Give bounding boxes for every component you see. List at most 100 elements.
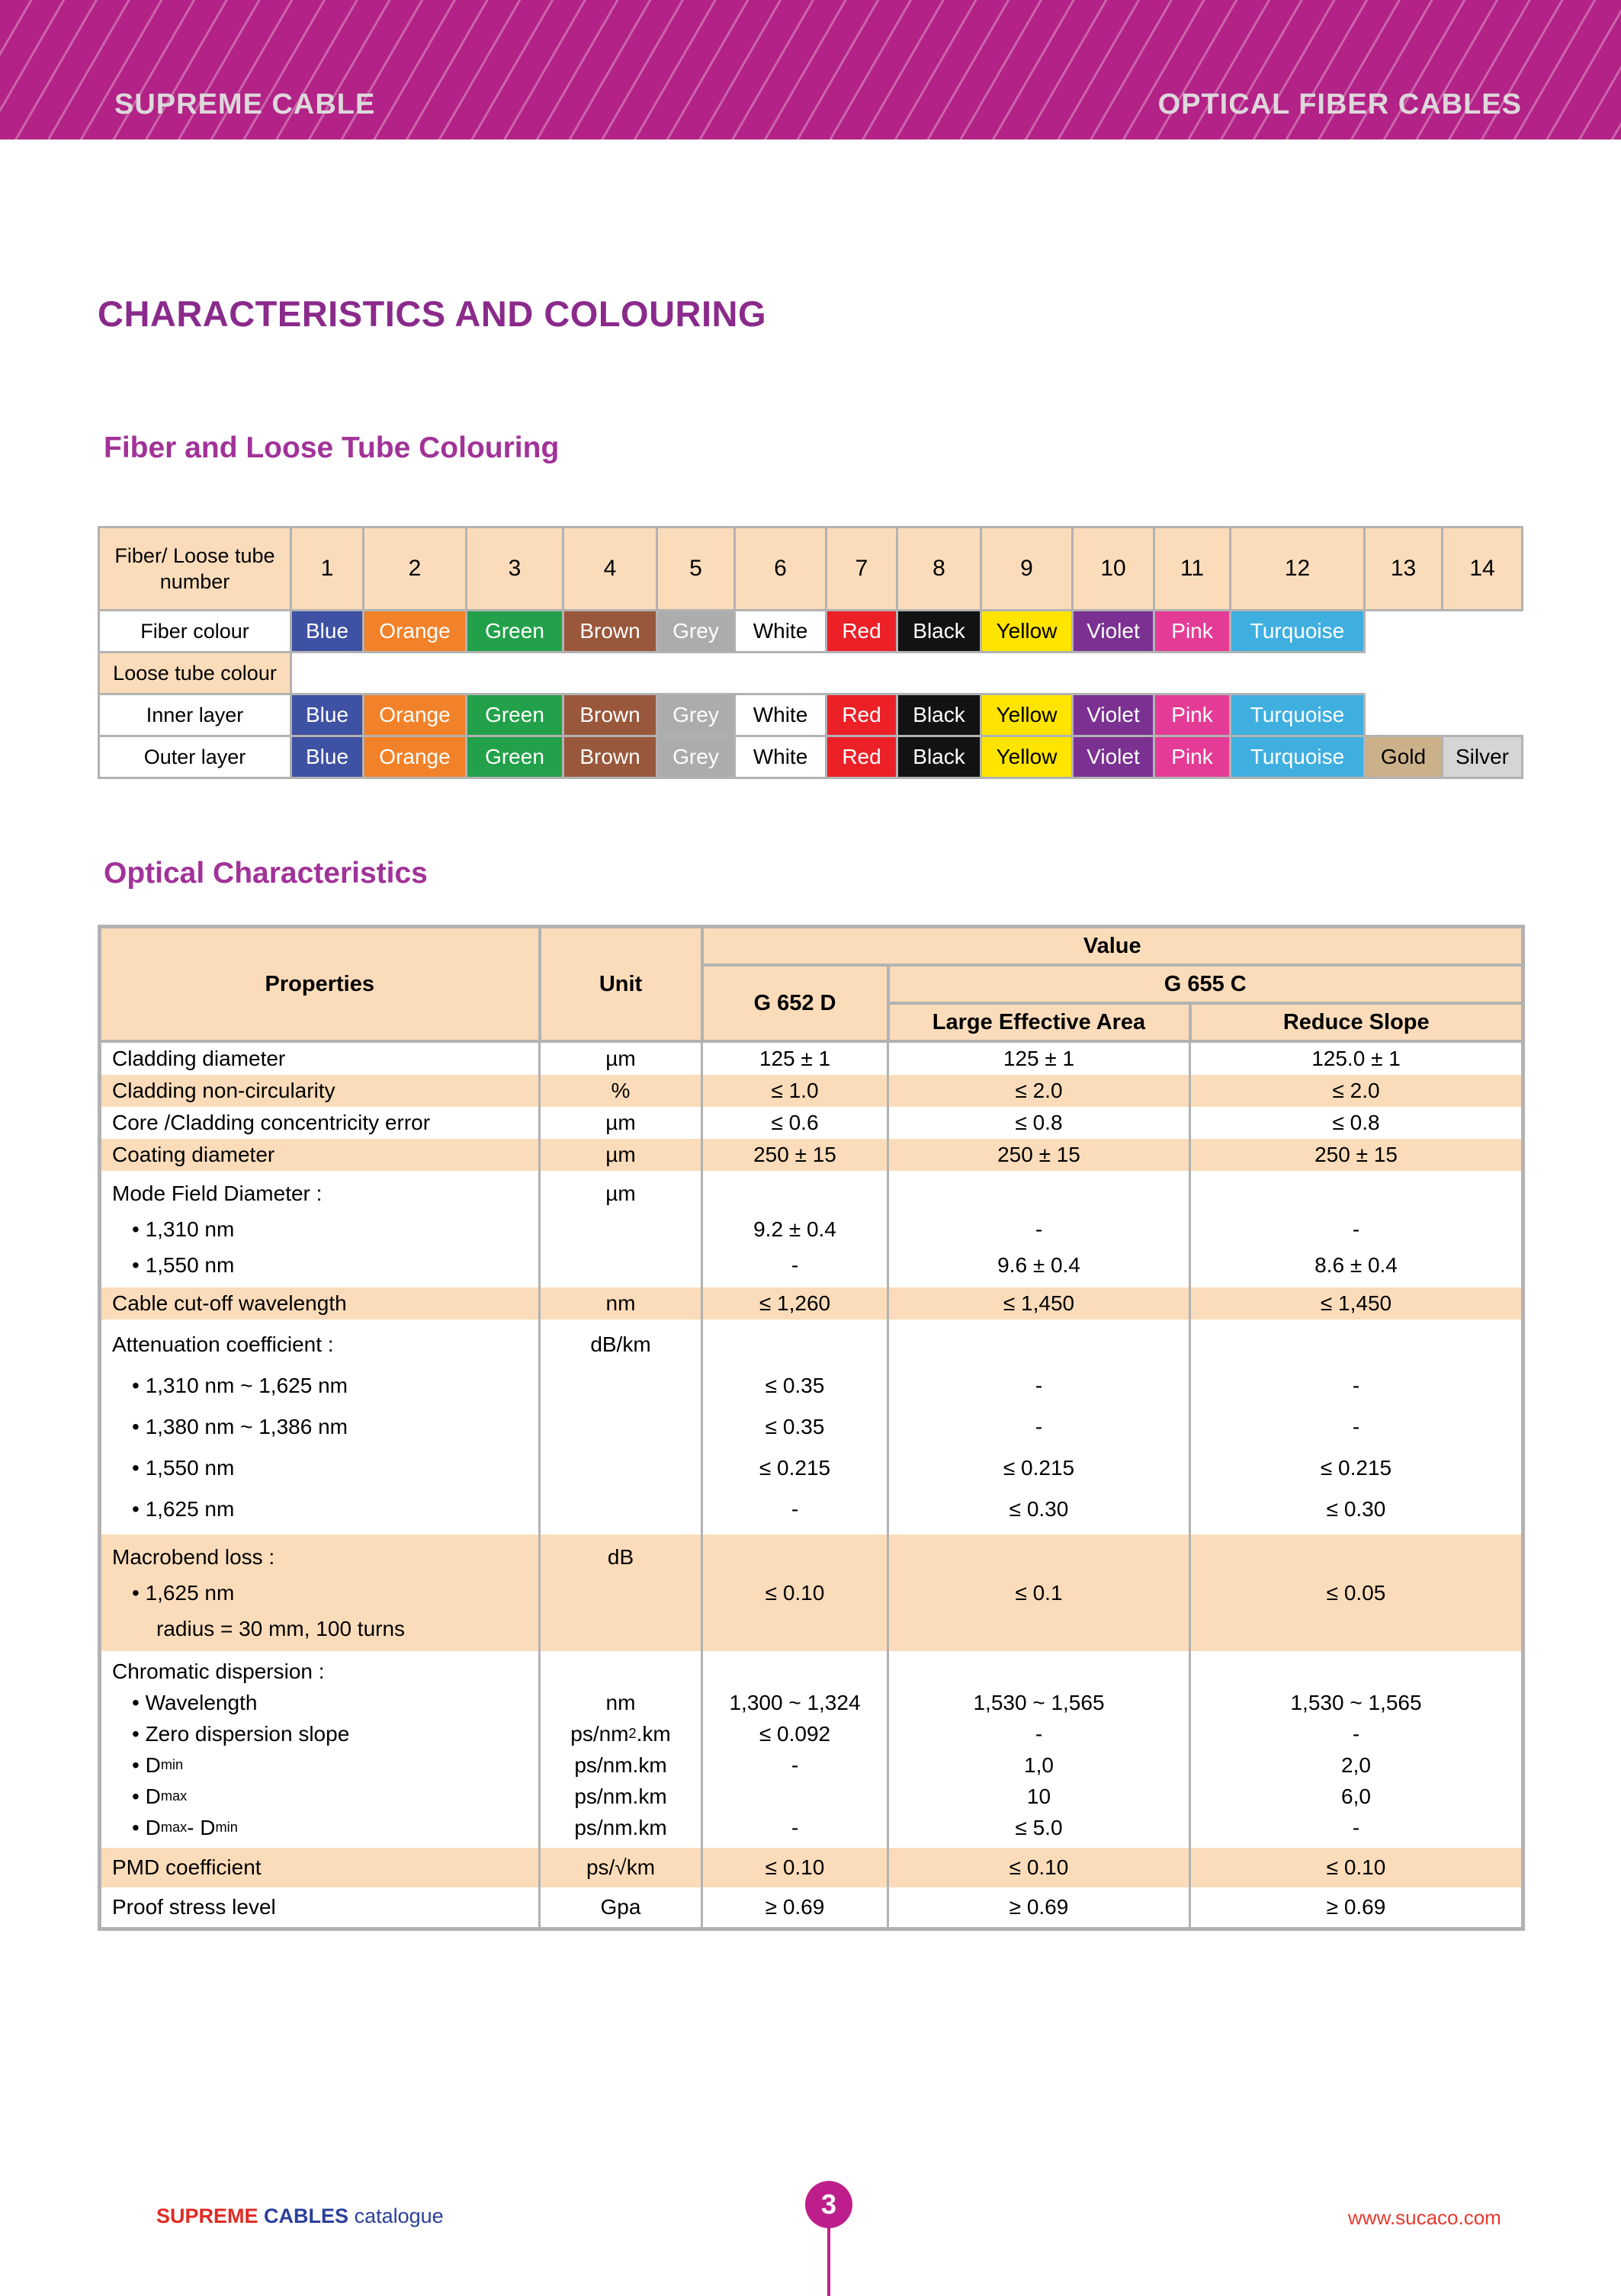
colour-cell-violet: Violet xyxy=(1071,693,1155,737)
value-cell-rs: - 8.6 ± 0.4 xyxy=(1188,1171,1525,1287)
cell-line xyxy=(541,1575,700,1611)
cell-line: ≤ 0.215 xyxy=(1003,1456,1075,1480)
cell-line: - xyxy=(791,1815,799,1839)
colour-cell-green: Green xyxy=(465,735,564,779)
table-row: Cladding non-circularity% ≤ 1.0 ≤ 2.0 ≤ 2.0 xyxy=(98,1075,1525,1107)
column-header-number: 9 xyxy=(980,526,1074,611)
value-cell-rs: - - ≤ 0.215 ≤ 0.30 xyxy=(1188,1320,1525,1534)
column-header-number: 12 xyxy=(1229,526,1366,611)
column-header-number: 10 xyxy=(1071,526,1155,611)
website-link[interactable]: www.sucaco.com xyxy=(1348,2206,1501,2229)
property-cell: Macrobend loss : • 1,625 nm radius = 30 mm… xyxy=(98,1534,541,1651)
cell-line: • 1,380 nm ~ 1,386 nm xyxy=(132,1415,348,1438)
unit-cell: µm xyxy=(538,1139,703,1171)
cell-line: ≤ 0.215 xyxy=(1320,1456,1392,1480)
table-row: Chromatic dispersion : • Wavelength • Zero… xyxy=(98,1651,1525,1848)
cell-line: • 1,310 nm ~ 1,625 nm xyxy=(132,1374,348,1397)
header-reduce-slope: Reduce Slope xyxy=(1188,1002,1525,1043)
cell-line: ≤ 0.10 xyxy=(765,1580,825,1605)
table-header-row: Large Effective Area Reduce Slope xyxy=(100,1002,1525,1043)
property-cell: Mode Field Diameter : • 1,310 nm • 1,550 n… xyxy=(98,1171,541,1287)
value-cell-lea: 125 ± 1 xyxy=(887,1041,1191,1075)
cell-line: dB/km xyxy=(590,1332,651,1356)
cell-line: ≤ 0.215 xyxy=(759,1456,831,1480)
colour-cell-white: White xyxy=(733,609,827,653)
value-cell-lea: ≤ 0.10 xyxy=(887,1848,1191,1887)
colour-cell-red: Red xyxy=(825,735,898,779)
colour-cell-turquoise: Turquoise xyxy=(1229,735,1366,779)
column-header-number: 8 xyxy=(896,526,982,611)
colour-cell-orange: Orange xyxy=(362,693,467,737)
colour-cell-green: Green xyxy=(465,609,564,653)
colour-cell-yellow: Yellow xyxy=(980,609,1074,653)
property-cell: PMD coefficient xyxy=(98,1848,541,1887)
table-row: Fiber/ Loose tube number 1 2 3 4 5 6 7 8 9 10 11 12 13… xyxy=(98,526,1523,611)
value-cell-lea: ≤ 1,450 xyxy=(887,1287,1191,1320)
cell-line: Chromatic dispersion : xyxy=(112,1659,325,1683)
row-label-fiber-colour: Fiber colour xyxy=(98,609,292,653)
value-cell-lea: ≤ 0.8 xyxy=(887,1107,1191,1139)
cell-line xyxy=(1192,1324,1520,1365)
table-row: Core /Cladding concentricity error µm ≤ 0.… xyxy=(98,1107,1525,1139)
value-cell-rs: ≤ 0.8 xyxy=(1188,1107,1525,1139)
cell-line: ≤ 5.0 xyxy=(1015,1815,1063,1839)
cell-line: ≤ 0.1 xyxy=(1015,1580,1063,1605)
value-cell-g652d: ≤ 0.10 xyxy=(701,1848,889,1887)
cell-line: 1,0 xyxy=(1024,1752,1054,1777)
header-unit: Unit xyxy=(538,925,704,1043)
cell-line: - xyxy=(1035,1217,1043,1241)
value-cell-rs: ≤ 0.10 xyxy=(1188,1848,1525,1887)
colour-cell-orange: Orange xyxy=(362,609,467,653)
cell-line: • 1,550 nm xyxy=(132,1456,235,1480)
cell-line xyxy=(704,1175,886,1211)
table-row: Proof stress level Gpa ≥ 0.69 ≥ 0.69 ≥ 0.69 xyxy=(98,1887,1525,1929)
cell-line xyxy=(704,1611,886,1647)
cell-line: - xyxy=(791,1752,799,1777)
header-label-line2: number xyxy=(159,570,230,593)
section-title-optical: Optical Characteristics xyxy=(104,857,428,890)
cell-line: ≤ 0.30 xyxy=(1009,1497,1069,1521)
header-banner: SUPREME CABLE OPTICAL FIBER CABLES xyxy=(0,0,1621,139)
page-title: CHARACTERISTICS AND COLOURING xyxy=(98,293,767,334)
cell-line xyxy=(541,1365,700,1406)
colour-cell-blue: Blue xyxy=(290,609,364,653)
row-label-outer-layer: Outer layer xyxy=(98,735,292,779)
colour-cell-yellow: Yellow xyxy=(980,735,1074,779)
table-row: Macrobend loss : • 1,625 nm radius = 30 mm… xyxy=(98,1534,1525,1651)
value-cell-g652d: ≤ 0.10 xyxy=(701,1534,889,1651)
colour-cell-black: Black xyxy=(896,735,982,779)
cell-line xyxy=(541,1247,700,1283)
column-header-number: 14 xyxy=(1441,526,1523,611)
colour-cell-violet: Violet xyxy=(1071,735,1155,779)
cell-line: ps/nm 2 .km xyxy=(570,1721,671,1746)
colour-cell-gold: Gold xyxy=(1363,735,1443,779)
value-cell-lea: - - ≤ 0.215 ≤ 0.30 xyxy=(887,1320,1191,1534)
colour-cell-pink: Pink xyxy=(1153,609,1231,653)
table-row: Loose tube colour xyxy=(98,651,1523,695)
colour-cell-orange: Orange xyxy=(362,735,467,779)
value-cell-rs: 1,530 ~ 1,565 - 2,0 6,0 - xyxy=(1188,1651,1525,1848)
empty-cell xyxy=(1364,610,1523,653)
colour-cell-grey: Grey xyxy=(656,609,736,653)
cell-line xyxy=(541,1406,700,1448)
property-cell: Attenuation coefficient : • 1,310 nm ~ 1,… xyxy=(98,1320,541,1534)
header-label-line1: Fiber/ Loose tube xyxy=(114,544,275,567)
cell-line: 1,530 ~ 1,565 xyxy=(1290,1690,1422,1714)
cell-line: • 1,310 nm xyxy=(132,1217,235,1241)
table-row: Inner layer Blue Orange Green Brown Grey White… xyxy=(98,693,1523,737)
banner-section: OPTICAL FIBER CABLES xyxy=(1157,88,1522,120)
table-row: Cable cut-off wavelength nm ≤ 1,260 ≤ 1,450… xyxy=(98,1287,1525,1320)
cell-line xyxy=(1192,1656,1520,1687)
cell-line: • 1,625 nm xyxy=(132,1497,235,1521)
footer-brand-word3: catalogue xyxy=(354,2205,444,2227)
cell-line xyxy=(704,1656,886,1687)
cell-line: ps/nm.km xyxy=(574,1784,667,1808)
value-cell-lea: ≤ 0.1 xyxy=(887,1534,1191,1651)
colour-cell-grey: Grey xyxy=(656,735,736,779)
cell-line xyxy=(704,1539,886,1575)
unit-cell: nm xyxy=(538,1287,703,1320)
cell-line: - xyxy=(1035,1374,1043,1397)
cell-line xyxy=(890,1324,1188,1365)
table-row: Outer layer Blue Orange Green Brown Grey White… xyxy=(98,735,1523,779)
